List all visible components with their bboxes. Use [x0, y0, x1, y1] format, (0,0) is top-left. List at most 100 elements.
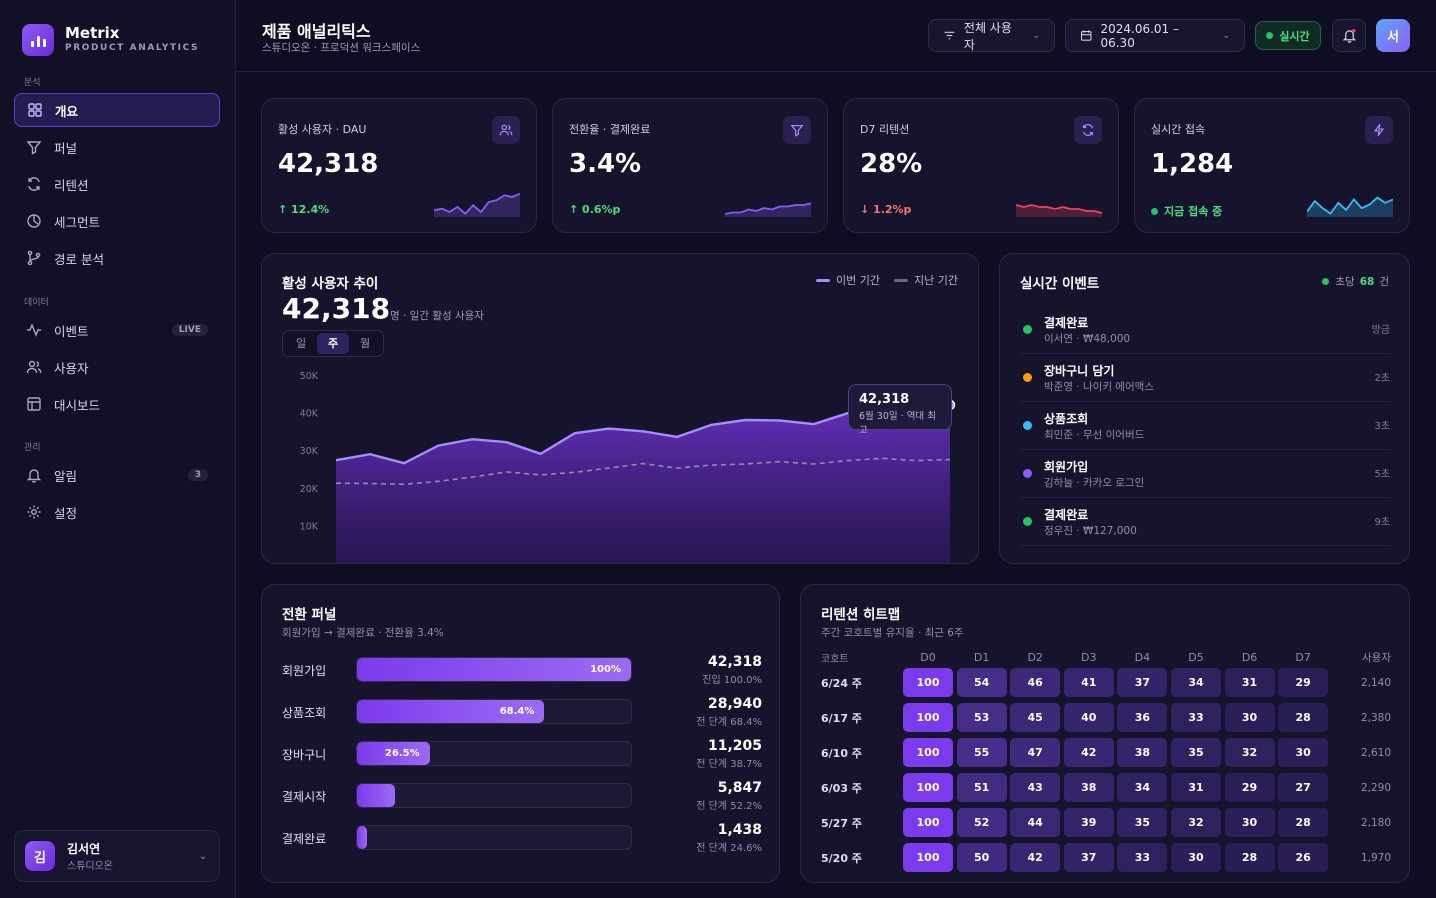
heatmap-cell[interactable]: 30	[1224, 808, 1275, 837]
heatmap-cell[interactable]: 51	[956, 773, 1007, 802]
trend-chart[interactable]: 50K 40K 30K 20K 10K	[262, 364, 978, 564]
sidebar-item-events[interactable]: 이벤트 LIVE	[14, 313, 220, 347]
heatmap-cell[interactable]: 100	[903, 808, 953, 837]
funnel-step[interactable]: 장바구니 26.5% 11,205 전 단계 38.7%	[282, 738, 762, 770]
heatmap-cell[interactable]: 30	[1278, 738, 1329, 767]
heatmap-cell[interactable]: 100	[903, 773, 953, 802]
heatmap-cell[interactable]: 52	[956, 808, 1007, 837]
tab-week[interactable]: 주	[317, 333, 349, 354]
event-item[interactable]: 결제완료 정우진 · ₩127,000 9초	[1020, 498, 1390, 546]
heatmap-cell[interactable]: 100	[903, 703, 953, 732]
heatmap-cell[interactable]: 47	[1010, 738, 1061, 767]
heatmap-cell[interactable]: 35	[1117, 808, 1168, 837]
event-item[interactable]: 상품조회 최민준 · 무선 이어버드 3초	[1020, 402, 1390, 450]
heatmap-cell[interactable]: 31	[1170, 773, 1221, 802]
heatmap-cell[interactable]: 33	[1117, 843, 1168, 872]
heatmap-cell[interactable]: 46	[1010, 668, 1061, 697]
funnel-step[interactable]: 회원가입 100% 42,318 진입 100.0%	[282, 654, 762, 686]
sidebar-item-dashboard[interactable]: 대시보드	[14, 387, 220, 421]
heatmap-cell[interactable]: 26	[1278, 843, 1329, 872]
brand[interactable]: Metrix PRODUCT ANALYTICS	[22, 24, 199, 56]
event-item[interactable]: 상품조회 14초	[1020, 546, 1390, 562]
cohort-users: 2,290	[1360, 781, 1391, 794]
funnel-step[interactable]: 결제시작 5,847 전 단계 52.2%	[282, 780, 762, 812]
heatmap-cell[interactable]: 43	[1010, 773, 1061, 802]
heatmap-cell[interactable]: 44	[1010, 808, 1061, 837]
segment-filter-button[interactable]: 전체 사용자 ⌄	[928, 19, 1055, 52]
heatmap-cell[interactable]: 36	[1117, 703, 1168, 732]
heatmap-cell[interactable]: 100	[903, 738, 953, 767]
event-time: 3초	[1374, 421, 1390, 432]
kpi-card-dau[interactable]: 활성 사용자 · DAU 42,318 ↑ 12.4%	[261, 98, 537, 233]
heatmap-cell[interactable]: 54	[956, 668, 1007, 697]
heatmap-cell[interactable]: 37	[1117, 668, 1168, 697]
funnel-step[interactable]: 결제완료 1,438 전 단계 24.6%	[282, 822, 762, 854]
heatmap-cell[interactable]: 39	[1063, 808, 1114, 837]
kpi-card-d7-retention[interactable]: D7 리텐션 28% ↓ 1.2%p	[843, 98, 1119, 233]
sidebar-item-users[interactable]: 사용자	[14, 350, 220, 384]
funnel-step[interactable]: 상품조회 68.4% 28,940 전 단계 68.4%	[282, 696, 762, 728]
heatmap-cell[interactable]: 38	[1063, 773, 1114, 802]
heatmap-cell[interactable]: 30	[1224, 703, 1275, 732]
date-range-picker[interactable]: 2024.06.01 – 06.30 ⌄	[1065, 19, 1245, 52]
heatmap-cell[interactable]: 34	[1170, 668, 1221, 697]
heatmap-cell[interactable]: 40	[1063, 703, 1114, 732]
heatmap-cell[interactable]: 28	[1278, 703, 1329, 732]
sidebar-item-segment[interactable]: 세그먼트	[14, 204, 220, 238]
heatmap-column-header: D2	[1027, 650, 1043, 664]
heatmap-cell[interactable]: 29	[1278, 668, 1329, 697]
heatmap-cell[interactable]: 28	[1278, 808, 1329, 837]
sidebar-item-overview[interactable]: 개요	[14, 93, 220, 127]
sidebar-item-settings[interactable]: 설정	[14, 495, 220, 529]
sidebar-item-retention[interactable]: 리텐션	[14, 167, 220, 201]
tab-day[interactable]: 일	[295, 337, 307, 350]
heatmap-cell[interactable]: 35	[1170, 738, 1221, 767]
events-rate: 초당 68 건	[1322, 274, 1389, 289]
heatmap-cell[interactable]: 31	[1224, 668, 1275, 697]
heatmap-cell[interactable]: 33	[1170, 703, 1221, 732]
refresh-icon	[28, 177, 40, 191]
heatmap-cell[interactable]: 28	[1224, 843, 1275, 872]
legend-label: 이번 기간	[836, 274, 881, 287]
sidebar-item-alerts[interactable]: 알림 3	[14, 458, 220, 492]
realtime-toggle[interactable]: 실시간	[1255, 21, 1321, 50]
heatmap-column-header: D1	[973, 650, 990, 664]
event-item[interactable]: 회원가입 김하늘 · 카카오 로그인 5초	[1020, 450, 1390, 498]
sidebar-item-path-analysis[interactable]: 경로 분석	[14, 241, 220, 275]
heatmap-cell[interactable]: 30	[1170, 843, 1221, 872]
heatmap-cell[interactable]: 32	[1170, 808, 1221, 837]
user-menu[interactable]: 김 김서연 스튜디오온 ⌄	[14, 830, 220, 882]
heatmap-cell[interactable]: 41	[1063, 668, 1114, 697]
heatmap-cell[interactable]: 55	[956, 738, 1007, 767]
heatmap-cell[interactable]: 100	[903, 843, 953, 872]
kpi-card-realtime[interactable]: 실시간 접속 1,284 지금 접속 중	[1134, 98, 1410, 233]
heatmap-cell[interactable]: 42	[1063, 738, 1114, 767]
funnel-bar: 26.5%	[357, 742, 430, 765]
kpi-card-conversion[interactable]: 전환율 · 결제완료 3.4% ↑ 0.6%p	[552, 98, 828, 233]
period-tabs: 일 주 월	[282, 330, 384, 357]
heatmap-cell[interactable]: 53	[956, 703, 1007, 732]
funnel-step-label: 결제시작	[282, 790, 327, 804]
heatmap-cell[interactable]: 37	[1063, 843, 1114, 872]
sidebar-item-funnel[interactable]: 퍼널	[14, 130, 220, 164]
heatmap-row: 5/20 주 100 50 42 37 33 30 28 26 1,970	[821, 840, 1391, 875]
heatmap-cell[interactable]: 27	[1278, 773, 1329, 802]
heatmap-cell[interactable]: 42	[1010, 843, 1061, 872]
trend-title: 활성 사용자 추이	[282, 276, 379, 292]
event-item[interactable]: 결제완료 이서연 · ₩48,000 방금	[1020, 306, 1390, 354]
heatmap-cell[interactable]: 100	[903, 668, 953, 697]
retention-title: 리텐션 히트맵	[821, 607, 901, 623]
profile-avatar[interactable]: 서	[1376, 19, 1410, 52]
heatmap-cell[interactable]: 29	[1224, 773, 1275, 802]
heatmap-cell[interactable]: 32	[1224, 738, 1275, 767]
heatmap-cell[interactable]: 34	[1117, 773, 1168, 802]
funnel-step-label: 회원가입	[282, 664, 327, 678]
funnel-step-value: 5,847	[717, 780, 762, 796]
event-item[interactable]: 장바구니 담기 박준영 · 나이키 에어맥스 2초	[1020, 354, 1390, 402]
heatmap-cell[interactable]: 45	[1010, 703, 1061, 732]
heatmap-cell[interactable]: 38	[1117, 738, 1168, 767]
event-dot	[1023, 325, 1032, 334]
heatmap-cell[interactable]: 50	[956, 843, 1007, 872]
notifications-button[interactable]	[1332, 19, 1366, 52]
tab-month[interactable]: 월	[359, 337, 371, 350]
